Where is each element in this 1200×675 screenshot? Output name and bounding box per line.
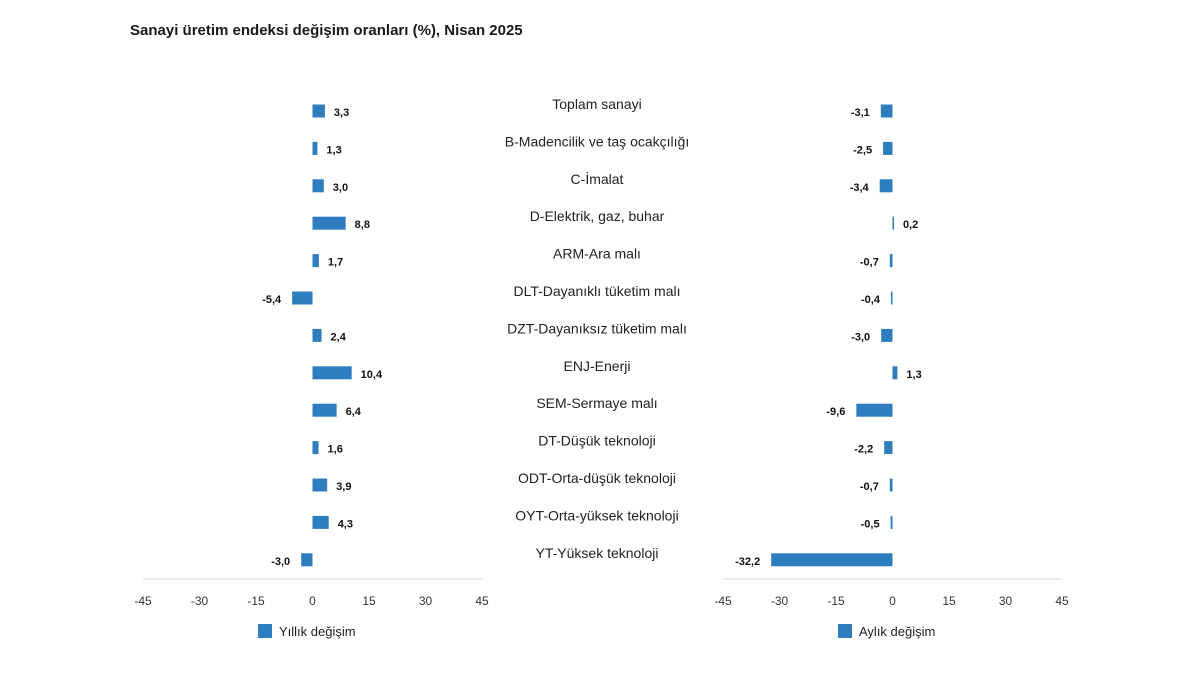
category-label: B-Madencilik ve taş ocakçılığı — [505, 133, 689, 149]
monthly-data-label: -3,1 — [851, 107, 870, 119]
x-tick-label: -45 — [714, 594, 732, 608]
category-label: YT-Yüksek teknoloji — [536, 545, 659, 561]
yearly-bar — [312, 403, 337, 417]
yearly-data-label: 1,3 — [326, 144, 341, 156]
yearly-bar — [312, 478, 328, 492]
category-label: SEM-Sermaye malı — [536, 395, 657, 411]
monthly-bar — [889, 254, 893, 268]
yearly-change-panel: -45 -30 -15 0 15 30 45 3,3 1,3 3,0 8,8 1,7 -5,4 2,4 10… — [134, 104, 489, 639]
monthly-bar — [881, 328, 893, 342]
x-tick-label: 30 — [419, 594, 433, 608]
monthly-data-label: -3,4 — [850, 182, 870, 194]
yearly-bar — [312, 515, 329, 529]
yearly-data-label: 6,4 — [346, 406, 362, 418]
monthly-legend-swatch — [838, 624, 852, 638]
yearly-data-label: 3,3 — [334, 107, 349, 119]
category-label: OYT-Orta-yüksek teknoloji — [515, 507, 678, 523]
x-tick-label: -30 — [771, 594, 789, 608]
category-label: ARM-Ara malı — [553, 246, 641, 262]
monthly-bar — [856, 403, 893, 417]
monthly-data-label: -0,7 — [860, 257, 879, 269]
x-tick-label: 30 — [999, 594, 1013, 608]
yearly-bar — [312, 441, 319, 455]
yearly-bar — [292, 291, 313, 305]
x-tick-label: 15 — [942, 594, 956, 608]
yearly-legend-label: Yıllık değişim — [279, 624, 356, 639]
yearly-data-label: 2,4 — [331, 331, 347, 343]
monthly-data-label: 0,2 — [903, 219, 918, 231]
yearly-data-label: -3,0 — [271, 556, 290, 568]
yearly-bar — [312, 104, 325, 118]
yearly-bar — [312, 366, 352, 380]
yearly-data-label: -5,4 — [262, 294, 282, 306]
yearly-bar — [312, 328, 322, 342]
x-tick-label: 45 — [475, 594, 489, 608]
yearly-data-label: 8,8 — [355, 219, 370, 231]
category-label: ODT-Orta-düşük teknoloji — [518, 470, 676, 486]
yearly-bar — [312, 254, 319, 268]
monthly-bar — [883, 141, 893, 155]
monthly-data-label: -0,5 — [861, 518, 880, 530]
chart-title: Sanayi üretim endeksi değişim oranları (… — [130, 22, 523, 39]
yearly-data-label: 1,6 — [328, 444, 343, 456]
yearly-bar — [312, 216, 346, 230]
category-label: DT-Düşük teknoloji — [538, 433, 656, 449]
x-tick-label: -15 — [827, 594, 845, 608]
yearly-data-label: 4,3 — [338, 518, 353, 530]
x-tick-label: 15 — [362, 594, 376, 608]
category-label: DLT-Dayanıklı tüketim malı — [513, 283, 680, 299]
category-label: DZT-Dayanıksız tüketim malı — [507, 320, 687, 336]
category-label: Toplam sanayi — [552, 96, 642, 112]
monthly-data-label: -2,2 — [854, 444, 873, 456]
monthly-data-label: -0,7 — [860, 481, 879, 493]
monthly-change-panel: -45 -30 -15 0 15 30 45 -3,1 -2,5 -3,4 0,2 -0,7 -0,4 -… — [714, 104, 1069, 639]
yearly-bar — [312, 179, 324, 193]
monthly-data-label: -2,5 — [853, 144, 872, 156]
yearly-data-label: 3,9 — [336, 481, 351, 493]
x-tick-label: 0 — [889, 594, 896, 608]
monthly-bar — [890, 515, 893, 529]
yearly-data-label: 3,0 — [333, 182, 348, 194]
yearly-legend-swatch — [258, 624, 272, 638]
monthly-bar — [884, 441, 893, 455]
x-tick-label: -15 — [247, 594, 265, 608]
category-labels: Toplam sanayi B-Madencilik ve taş ocakçıl… — [505, 96, 689, 561]
monthly-data-label: -0,4 — [861, 294, 881, 306]
monthly-bar — [889, 478, 893, 492]
x-tick-label: 45 — [1055, 594, 1069, 608]
yearly-data-label: 10,4 — [361, 369, 383, 381]
x-tick-label: 0 — [309, 594, 316, 608]
x-tick-label: -30 — [191, 594, 209, 608]
monthly-bar — [771, 553, 893, 567]
x-tick-label: -45 — [134, 594, 152, 608]
monthly-legend-label: Aylık değişim — [859, 624, 935, 639]
monthly-data-label: -32,2 — [735, 556, 760, 568]
monthly-data-label: -9,6 — [826, 406, 845, 418]
monthly-bar — [880, 104, 893, 118]
monthly-bar — [892, 366, 898, 380]
monthly-bar — [892, 216, 894, 230]
category-label: ENJ-Enerji — [564, 358, 631, 374]
monthly-bar — [879, 179, 893, 193]
monthly-data-label: 1,3 — [906, 369, 921, 381]
monthly-data-label: -3,0 — [851, 331, 870, 343]
yearly-bar — [301, 553, 313, 567]
monthly-bar — [890, 291, 893, 305]
yearly-bar — [312, 141, 318, 155]
yearly-data-label: 1,7 — [328, 257, 343, 269]
category-label: C-İmalat — [571, 170, 624, 187]
category-label: D-Elektrik, gaz, buhar — [530, 208, 665, 224]
